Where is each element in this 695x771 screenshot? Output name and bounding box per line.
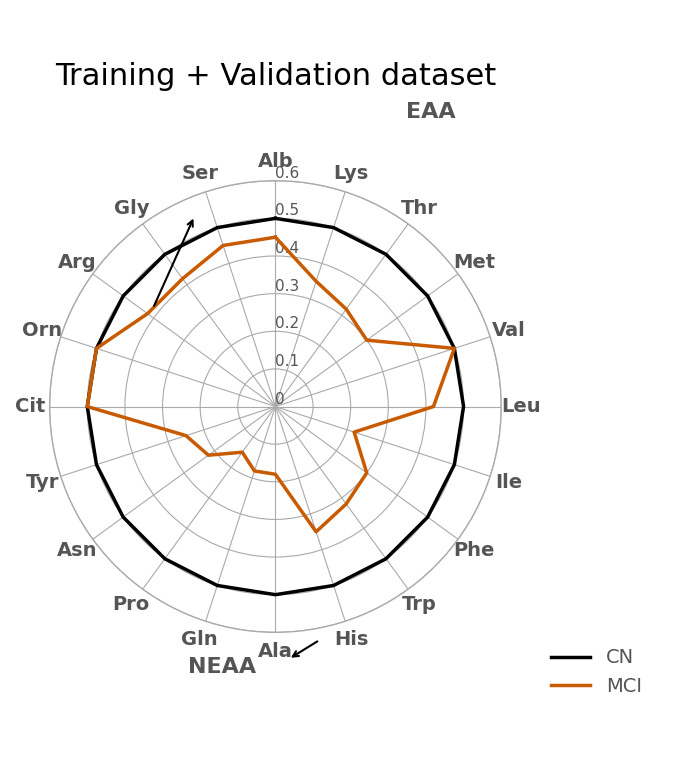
- Legend: CN, MCI: CN, MCI: [543, 641, 650, 704]
- Title: Training + Validation dataset: Training + Validation dataset: [55, 62, 496, 91]
- Text: EAA: EAA: [406, 102, 456, 122]
- Text: NEAA: NEAA: [188, 657, 256, 677]
